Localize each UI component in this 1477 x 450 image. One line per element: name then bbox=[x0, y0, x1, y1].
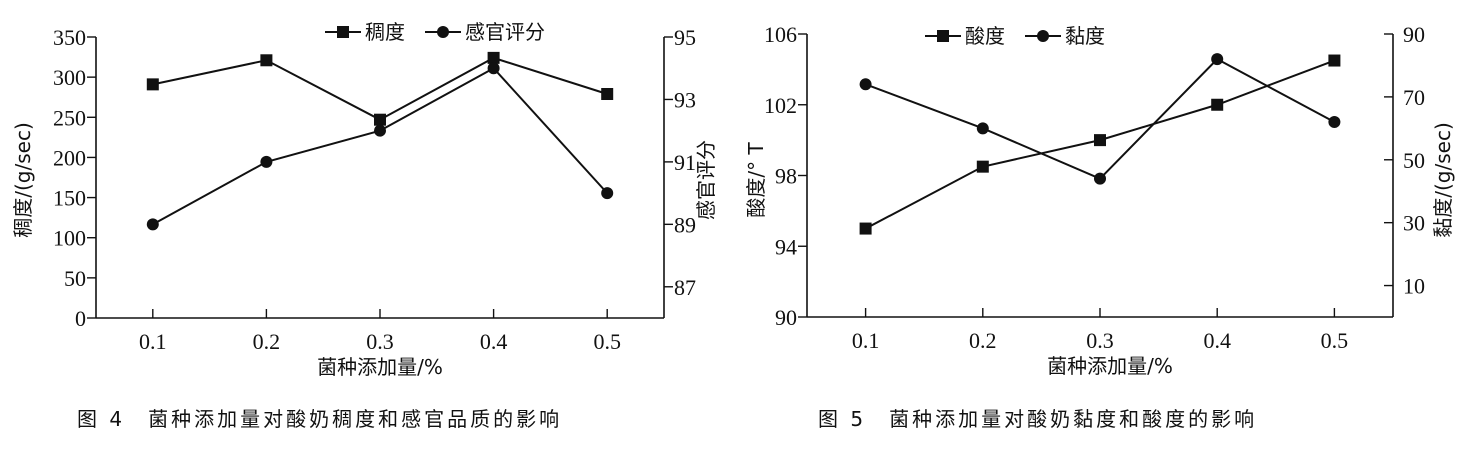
series-line-2 bbox=[152, 66, 608, 226]
data-point-square bbox=[374, 113, 386, 126]
chart-1: 0.1 0.2 0.3 0.4 0.5 0 50 100 150 200 250 300 350 87 89… bbox=[11, 20, 718, 431]
data-point-circle bbox=[1211, 53, 1224, 66]
x-tick-label: 0.3 bbox=[1086, 328, 1114, 353]
data-point-circle bbox=[859, 78, 872, 91]
x-axis-label: 菌种添加量/% bbox=[1047, 354, 1173, 378]
legend-marker-circle bbox=[1037, 30, 1049, 42]
x-tick-label: 0.5 bbox=[593, 329, 621, 354]
legend-label: 稠度 bbox=[365, 20, 405, 44]
legend-marker-square bbox=[937, 30, 949, 42]
data-point-circle bbox=[1328, 116, 1341, 129]
figure-caption: 图 5 菌种添加量对酸奶黏度和酸度的影响 bbox=[818, 407, 1257, 431]
y2-tick-label: 10 bbox=[1403, 274, 1425, 299]
y-tick-label: 250 bbox=[53, 105, 86, 130]
x-tick-label: 0.3 bbox=[366, 329, 394, 354]
data-point-square bbox=[1328, 54, 1341, 67]
y2-tick-label: 30 bbox=[1403, 211, 1425, 236]
y-tick-label: 98 bbox=[775, 164, 797, 189]
y2-tick-label: 95 bbox=[674, 25, 696, 50]
legend-marker-circle bbox=[437, 26, 449, 38]
x-tick-label: 0.4 bbox=[480, 329, 508, 354]
y-tick-label: 300 bbox=[53, 65, 86, 90]
legend-label: 感官评分 bbox=[465, 20, 545, 44]
y2-tick-label: 70 bbox=[1403, 85, 1425, 110]
series-line-2 bbox=[865, 57, 1335, 180]
data-point-square bbox=[260, 54, 273, 67]
y-tick-label: 0 bbox=[75, 306, 86, 331]
x-axis-label: 菌种添加量/% bbox=[317, 355, 443, 379]
data-point-square bbox=[859, 222, 872, 235]
x-tick-label: 0.1 bbox=[139, 329, 167, 354]
data-point-square bbox=[487, 51, 500, 64]
data-point-circle bbox=[487, 62, 500, 75]
data-point-square bbox=[601, 88, 614, 101]
y-tick-label: 100 bbox=[53, 226, 86, 251]
legend-label: 黏度 bbox=[1065, 24, 1105, 48]
figure-caption: 图 4 菌种添加量对酸奶稠度和感官品质的影响 bbox=[77, 407, 562, 431]
y2-axis-label: 黏度/(g/sec) bbox=[1431, 122, 1455, 238]
y-axis-label: 酸度/° T bbox=[744, 142, 768, 218]
y2-tick-label: 89 bbox=[674, 212, 696, 237]
y2-tick-label: 50 bbox=[1403, 148, 1425, 173]
y-tick-label: 106 bbox=[764, 22, 797, 47]
data-point-square bbox=[1094, 134, 1106, 147]
series-line-1 bbox=[152, 56, 608, 121]
data-point-square bbox=[976, 160, 989, 173]
data-point-circle bbox=[1094, 172, 1106, 185]
data-point-square bbox=[1211, 98, 1224, 111]
y2-tick-label: 87 bbox=[674, 275, 696, 300]
data-point-circle bbox=[146, 218, 159, 231]
y-axis-label: 稠度/(g/sec) bbox=[11, 122, 35, 238]
x-tick-label: 0.1 bbox=[852, 328, 880, 353]
y-tick-label: 350 bbox=[53, 25, 86, 50]
y2-axis-label: 感官评分 bbox=[694, 140, 718, 220]
y-tick-label: 50 bbox=[64, 266, 86, 291]
chart-2: 0.1 0.2 0.3 0.4 0.5 90 94 98 102 106 10 30 50 70 90 菌种添… bbox=[744, 22, 1455, 431]
x-tick-label: 0.5 bbox=[1321, 328, 1349, 353]
data-point-circle bbox=[374, 124, 386, 137]
y-tick-label: 150 bbox=[53, 186, 86, 211]
legend-label: 酸度 bbox=[965, 24, 1005, 48]
y-tick-label: 200 bbox=[53, 145, 86, 170]
x-tick-label: 0.4 bbox=[1203, 328, 1231, 353]
data-point-circle bbox=[601, 187, 614, 200]
y2-tick-label: 90 bbox=[1403, 22, 1425, 47]
y-tick-label: 102 bbox=[764, 93, 797, 118]
y2-tick-label: 93 bbox=[674, 87, 696, 112]
data-point-circle bbox=[976, 122, 989, 135]
x-tick-label: 0.2 bbox=[969, 328, 997, 353]
legend-marker-square bbox=[337, 26, 349, 38]
data-point-square bbox=[146, 78, 159, 91]
y2-tick-label: 91 bbox=[674, 150, 696, 175]
x-tick-label: 0.2 bbox=[253, 329, 281, 354]
data-point-circle bbox=[260, 155, 273, 168]
y-tick-label: 94 bbox=[775, 234, 797, 259]
y-tick-label: 90 bbox=[775, 305, 797, 330]
